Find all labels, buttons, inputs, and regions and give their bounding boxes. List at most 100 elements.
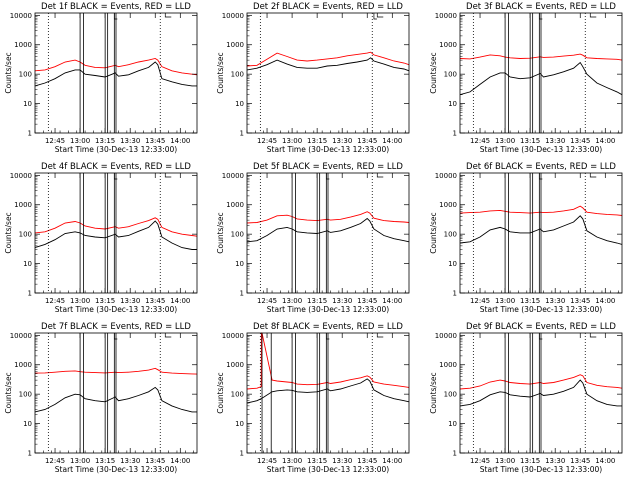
top-marker: [325, 333, 330, 340]
series-events-line: [246, 57, 410, 72]
series-lld-line: [34, 217, 198, 237]
x-tick-label: 13:30: [332, 457, 352, 465]
x-tick-label: 13:15: [307, 137, 327, 145]
y-tick-label: 1: [453, 130, 457, 138]
top-marker: [164, 13, 172, 18]
x-tick-label: 13:00: [495, 457, 515, 465]
x-tick-label: 12:45: [257, 137, 277, 145]
y-tick-label: 10000: [10, 172, 32, 180]
series-events-line: [34, 61, 197, 87]
series-lld-line: [459, 205, 623, 216]
x-tick-label: 14:00: [595, 457, 615, 465]
x-tick-label: 13:45: [570, 137, 590, 145]
top-marker: [538, 173, 543, 180]
y-tick-label: 100: [231, 391, 244, 399]
y-axis-label: Counts/sec: [429, 372, 438, 413]
y-tick-label: 1000: [439, 201, 457, 209]
top-marker: [538, 333, 543, 340]
plot-frame: [459, 332, 623, 454]
y-tick-label: 10000: [222, 172, 244, 180]
plot-frame: [459, 172, 623, 294]
y-tick-label: 1000: [14, 361, 32, 369]
y-tick-label: 10: [235, 260, 244, 268]
y-tick-label: 1: [240, 290, 244, 298]
x-tick-label: 14:00: [170, 137, 190, 145]
x-tick-label: 14:00: [382, 457, 402, 465]
y-tick-label: 10000: [222, 12, 244, 20]
y-tick-label: 10000: [222, 332, 244, 340]
x-tick-label: 13:45: [357, 137, 377, 145]
y-tick-label: 10000: [10, 12, 32, 20]
x-tick-label: 13:45: [357, 297, 377, 305]
x-tick-label: 13:45: [145, 457, 165, 465]
y-tick-label: 1: [28, 290, 32, 298]
y-tick-label: 100: [231, 231, 244, 239]
x-tick-label: 13:30: [332, 297, 352, 305]
y-tick-label: 1000: [226, 361, 244, 369]
x-tick-label: 13:15: [307, 297, 327, 305]
y-tick-label: 1: [240, 450, 244, 458]
x-tick-label: 12:45: [45, 297, 65, 305]
x-tick-label: 14:00: [382, 297, 402, 305]
top-marker: [164, 333, 172, 338]
x-tick-label: 13:15: [95, 137, 115, 145]
y-axis-label: Counts/sec: [4, 212, 13, 253]
top-marker: [376, 173, 384, 178]
y-tick-label: 10000: [435, 12, 457, 20]
y-tick-label: 10: [448, 100, 457, 108]
x-tick-label: 13:30: [120, 297, 140, 305]
x-axis-label: Start Time (30-Dec-13 12:33:00): [267, 145, 389, 154]
x-axis-label: Start Time (30-Dec-13 12:33:00): [55, 305, 177, 314]
x-tick-label: 14:00: [595, 297, 615, 305]
y-tick-label: 1000: [226, 41, 244, 49]
x-tick-label: 13:00: [70, 297, 90, 305]
panel-title: Det 9f BLACK = Events, RED = LLD: [466, 322, 616, 332]
plot-frame: [246, 332, 410, 454]
top-marker: [113, 173, 118, 180]
chart-panel-9: 12:45 13:00 13:15 13:30 13:45 14:00 1 10 100 1000…: [429, 322, 623, 474]
x-axis-label: Start Time (30-Dec-13 12:33:00): [55, 145, 177, 154]
x-tick-label: 13:00: [70, 457, 90, 465]
panel-title: Det 4f BLACK = Events, RED = LLD: [41, 162, 191, 172]
series-events-line: [246, 217, 410, 243]
top-marker: [589, 173, 597, 178]
x-tick-label: 13:30: [120, 137, 140, 145]
panel-title: Det 6f BLACK = Events, RED = LLD: [466, 162, 616, 172]
y-axis-label: Counts/sec: [216, 52, 225, 93]
series-events-line: [34, 220, 197, 250]
y-tick-label: 100: [231, 71, 244, 79]
series-lld-line: [34, 58, 198, 76]
y-tick-label: 1000: [439, 361, 457, 369]
x-tick-label: 13:15: [520, 297, 540, 305]
top-marker: [376, 333, 384, 338]
top-marker: [113, 333, 118, 340]
top-marker: [538, 13, 543, 20]
plot-frame: [34, 172, 198, 294]
top-marker: [113, 13, 118, 20]
x-tick-label: 13:45: [570, 297, 590, 305]
x-tick-label: 13:45: [145, 137, 165, 145]
x-tick-label: 13:30: [120, 457, 140, 465]
y-tick-label: 10: [448, 260, 457, 268]
x-axis-label: Start Time (30-Dec-13 12:33:00): [267, 305, 389, 314]
x-axis-label: Start Time (30-Dec-13 12:33:00): [480, 305, 602, 314]
series-lld-line: [459, 374, 623, 390]
plot-frame: [246, 172, 410, 294]
y-tick-label: 100: [444, 231, 457, 239]
chart-panel-8: 12:45 13:00 13:15 13:30 13:45 14:00 1 10 100 1000…: [216, 322, 410, 474]
x-tick-label: 12:45: [257, 457, 277, 465]
x-tick-label: 13:30: [545, 297, 565, 305]
x-tick-label: 13:45: [145, 297, 165, 305]
x-tick-label: 12:45: [45, 457, 65, 465]
chart-panel-1: 12:45 13:00 13:15 13:30 13:45 14:00 1 10 100 1000…: [4, 2, 198, 154]
y-axis-label: Counts/sec: [216, 372, 225, 413]
y-tick-label: 10: [448, 420, 457, 428]
panel-title: Det 1f BLACK = Events, RED = LLD: [41, 2, 191, 12]
x-axis-label: Start Time (30-Dec-13 12:33:00): [480, 465, 602, 474]
x-tick-label: 14:00: [595, 137, 615, 145]
x-tick-label: 13:45: [570, 457, 590, 465]
x-tick-label: 14:00: [382, 137, 402, 145]
x-tick-label: 13:30: [545, 137, 565, 145]
y-axis-label: Counts/sec: [429, 212, 438, 253]
x-tick-label: 12:45: [470, 297, 490, 305]
